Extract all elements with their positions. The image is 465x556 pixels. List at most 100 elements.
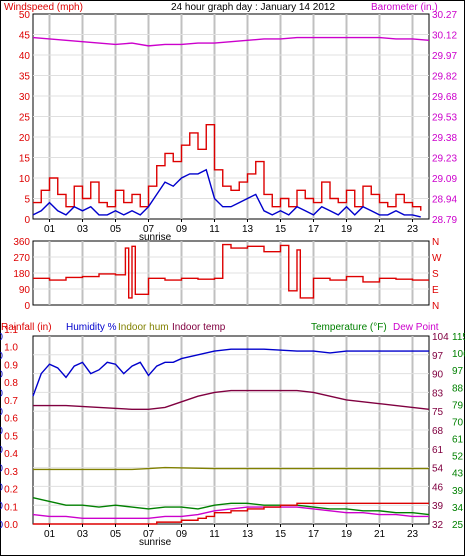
indoor-temp-y-tick-label: 104 (432, 332, 449, 343)
x-tick-label: 01 (44, 224, 56, 235)
hum-y-tick-label: 80 (0, 370, 3, 381)
wind-direction-line (33, 243, 429, 299)
indoor-temp-legend: Indoor temp (172, 322, 226, 333)
hum-y-tick-label: 90 (0, 351, 3, 362)
rain-y-tick-label: 0.0 (4, 520, 18, 531)
x-tick-label: 09 (176, 529, 188, 540)
hum-y-tick-label: 30 (0, 464, 3, 475)
rain-y-tick-label: 1.1 (4, 325, 18, 336)
humidity-legend: Humidity % (66, 322, 117, 333)
x-tick-label: 17 (308, 224, 320, 235)
temperature-legend: Temperature (°F) (311, 322, 387, 333)
x-tick-label: 23 (407, 529, 419, 540)
barometer-label: Barometer (in.) (371, 2, 438, 13)
hum-y-tick-label: 60 (0, 407, 3, 418)
rainfall-line (33, 502, 429, 525)
rain-y-tick-label: 0.5 (4, 431, 18, 442)
baro-y-tick-label: 29.09 (432, 174, 457, 185)
x-tick-label: 21 (374, 529, 386, 540)
baro-y-tick-label: 30.27 (432, 10, 457, 21)
hum-y-tick-label: 100 (0, 332, 3, 343)
dir-y-tick-label: 270 (13, 253, 30, 264)
temp-y-tick-label: 115 (452, 332, 465, 343)
chart-title: 24 hour graph day : January 14 2012 (171, 2, 335, 13)
rain-y-tick-label: 0.6 (4, 414, 18, 425)
wind-y-tick-label: 45 (19, 31, 31, 42)
temp-y-tick-label: 97 (452, 366, 464, 377)
wind-y-tick-label: 0 (24, 215, 30, 226)
hum-y-tick-label: 40 (0, 445, 3, 456)
temp-y-tick-label: 106 (452, 349, 465, 360)
dew-point-line (32, 506, 429, 520)
indoor-temp-y-tick-label: 32 (432, 520, 444, 531)
x-tick-label: 21 (374, 224, 386, 235)
rain-y-tick-label: 0.2 (4, 485, 18, 496)
baro-y-tick-label: 29.53 (432, 113, 457, 124)
x-tick-label: 11 (209, 529, 220, 540)
baro-y-tick-label: 28.79 (432, 215, 457, 226)
x-tick-label: 11 (209, 224, 220, 235)
dew-point-legend: Dew Point (393, 322, 439, 333)
temperature-line (32, 496, 430, 516)
indoor-temp-y-tick-label: 75 (432, 407, 444, 418)
hum-y-tick-label: 10 (0, 501, 3, 512)
wind-avg-line (32, 168, 421, 218)
indoor-temp-y-tick-label: 97 (432, 351, 444, 362)
wind-y-tick-label: 30 (19, 92, 31, 103)
baro-y-tick-label: 29.38 (432, 133, 457, 144)
x-tick-label: 19 (341, 529, 353, 540)
x-tick-label: 13 (242, 224, 254, 235)
wind-y-tick-label: 5 (24, 195, 30, 206)
dir-y-tick-label: 360 (13, 237, 30, 248)
indoor-temp-y-tick-label: 54 (432, 464, 444, 475)
wind-y-tick-label: 50 (19, 10, 31, 21)
dir-compass-label: N (432, 237, 439, 248)
baro-y-tick-label: 29.23 (432, 154, 457, 165)
humidity-line (32, 348, 429, 397)
x-tick-label: 09 (176, 224, 188, 235)
hum-y-tick-label: 70 (0, 388, 3, 399)
wind-y-tick-label: 40 (19, 51, 31, 62)
indoor-temp-y-tick-label: 61 (432, 445, 444, 456)
temp-y-tick-label: 88 (452, 383, 464, 394)
chart-panels: 0510152025303540455028.7928.9429.0929.23… (0, 10, 465, 548)
wind-gust-line (33, 123, 422, 211)
temp-y-tick-label: 25 (452, 520, 464, 531)
indoor-temp-y-tick-label: 90 (432, 370, 444, 381)
x-tick-label: 19 (341, 224, 353, 235)
hum-y-tick-label: 0 (0, 520, 3, 531)
x-tick-label: 03 (77, 529, 89, 540)
rain-y-tick-label: 0.8 (4, 378, 18, 389)
temp-y-tick-label: 43 (452, 469, 464, 480)
wind-y-tick-label: 25 (19, 113, 31, 124)
x-tick-label: 07 (143, 224, 155, 235)
x-tick-label: 15 (275, 529, 287, 540)
indoor-temp-y-tick-label: 83 (432, 388, 444, 399)
x-tick-label: 05 (110, 529, 122, 540)
sunrise-label: sunrise (139, 232, 172, 243)
indoor-temp-y-tick-label: 39 (432, 501, 444, 512)
baro-y-tick-label: 29.82 (432, 72, 457, 83)
temp-y-tick-label: 79 (452, 400, 464, 411)
rainfall-legend: Rainfall (in) (1, 322, 52, 333)
x-tick-label: 05 (110, 224, 122, 235)
dir-compass-label: E (432, 285, 439, 296)
baro-y-tick-label: 30.12 (432, 31, 457, 42)
dir-y-tick-label: 180 (13, 269, 30, 280)
dir-compass-label: N (432, 301, 439, 312)
rain-y-tick-label: 0.1 (4, 502, 18, 513)
rain-y-tick-label: 0.4 (4, 449, 18, 460)
wind-y-tick-label: 15 (19, 154, 31, 165)
hum-y-tick-label: 20 (0, 482, 3, 493)
temp-y-tick-label: 34 (452, 503, 464, 514)
dir-compass-label: S (432, 269, 439, 280)
windspeed-label: Windspeed (mph) (4, 2, 83, 13)
x-tick-label: 23 (407, 224, 419, 235)
baro-y-tick-label: 29.68 (432, 92, 457, 103)
sunrise-label: sunrise (139, 537, 172, 548)
rain-y-tick-label: 0.7 (4, 396, 18, 407)
x-tick-label: 15 (275, 224, 287, 235)
rain-y-tick-label: 1.0 (4, 343, 18, 354)
barometer-line (32, 36, 430, 47)
